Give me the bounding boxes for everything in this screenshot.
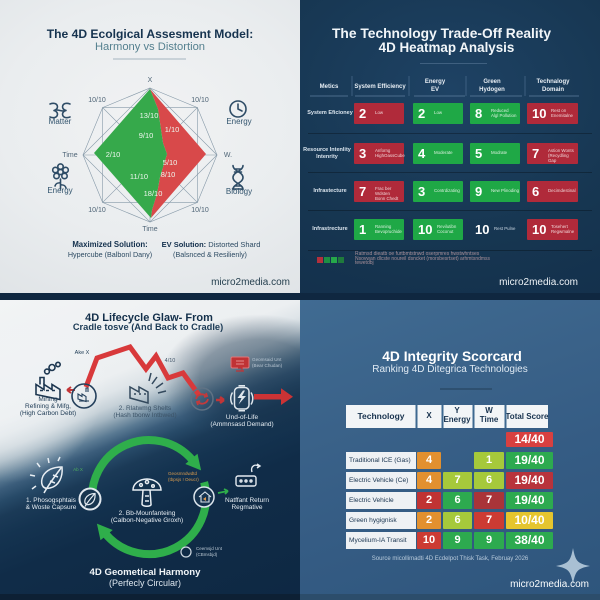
svg-text:2/10: 2/10 bbox=[106, 150, 121, 159]
svg-text:10/10: 10/10 bbox=[191, 207, 209, 214]
svg-text:9/10: 9/10 bbox=[139, 131, 154, 140]
svg-text:10/10: 10/10 bbox=[88, 207, 106, 214]
svg-text:13/10: 13/10 bbox=[140, 111, 159, 120]
svg-text:1/10: 1/10 bbox=[165, 125, 180, 134]
svg-text:10/10: 10/10 bbox=[191, 97, 209, 104]
svg-text:X: X bbox=[148, 77, 153, 84]
svg-text:11/10: 11/10 bbox=[130, 172, 148, 181]
svg-text:18/10: 18/10 bbox=[144, 189, 163, 198]
svg-text:10/10: 10/10 bbox=[88, 97, 106, 104]
svg-text:8/10: 8/10 bbox=[161, 170, 176, 179]
svg-text:5/10: 5/10 bbox=[163, 158, 178, 167]
svg-text:Time: Time bbox=[142, 226, 157, 233]
svg-text:Time: Time bbox=[62, 152, 77, 159]
svg-text:W.: W. bbox=[224, 152, 232, 159]
